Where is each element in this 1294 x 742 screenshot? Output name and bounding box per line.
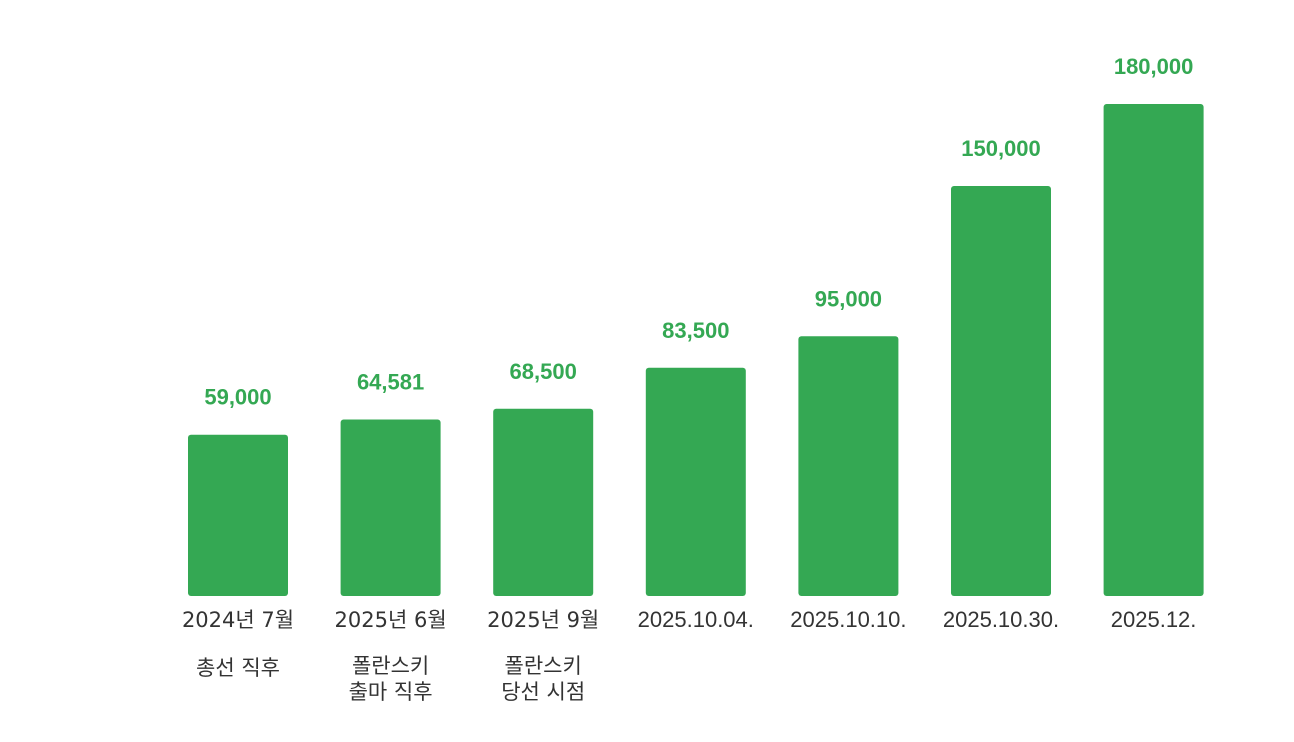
category-label-5: 2025.10.10. <box>790 607 906 632</box>
annotation-label-3-2: 당선 시점 <box>501 680 585 704</box>
annotation-label-2-1: 폴란스키 <box>352 654 429 678</box>
annotation-label-1-1: 총선 직후 <box>196 656 280 680</box>
value-label-1: 59,000 <box>204 385 271 410</box>
bar-1 <box>188 434 288 596</box>
value-label-6: 150,000 <box>961 136 1041 161</box>
bar-5 <box>798 336 899 596</box>
value-label-4: 83,500 <box>662 318 729 343</box>
annotation-label-3-1: 폴란스키 <box>505 654 582 678</box>
category-label-1: 2024년 7월 <box>182 608 294 632</box>
annotation-label-2-2: 출마 직후 <box>349 680 433 704</box>
value-label-5: 95,000 <box>815 286 882 311</box>
bar-4 <box>645 367 746 596</box>
bar-7 <box>1103 104 1204 596</box>
bars-group <box>188 104 1204 596</box>
bar-2 <box>340 419 441 596</box>
value-label-7: 180,000 <box>1114 54 1194 79</box>
value-label-3: 68,500 <box>510 359 577 384</box>
category-label-3: 2025년 9월 <box>487 608 599 632</box>
value-label-2: 64,581 <box>357 370 424 395</box>
category-labels-group: 2024년 7월 2025년 6월 2025년 9월 2025.10.04. 2025.… <box>182 607 1196 632</box>
category-label-7: 2025.12. <box>1111 607 1197 632</box>
value-labels-group: 59,000 64,581 68,500 83,500 95,000 150,000 180… <box>204 54 1193 410</box>
category-label-4: 2025.10.04. <box>638 607 754 632</box>
bar-6 <box>951 186 1051 596</box>
bar-3 <box>493 408 594 596</box>
category-label-6: 2025.10.30. <box>943 607 1059 632</box>
category-label-2: 2025년 6월 <box>335 608 447 632</box>
